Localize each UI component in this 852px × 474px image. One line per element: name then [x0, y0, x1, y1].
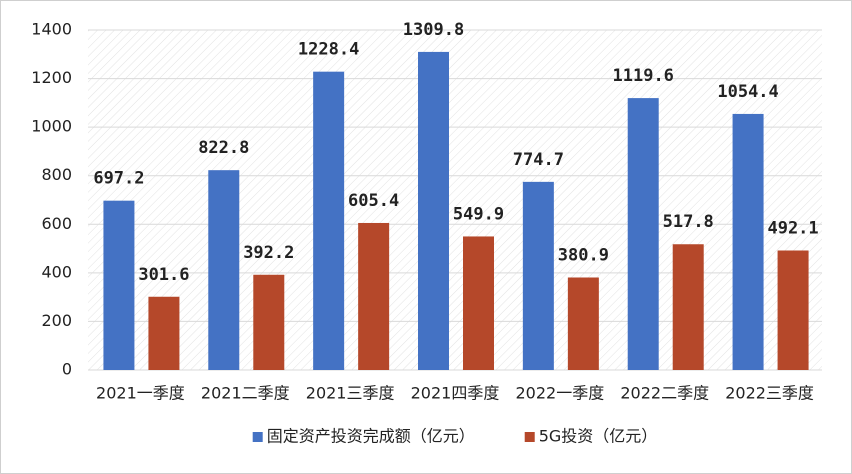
legend-swatch [524, 432, 535, 442]
legend-label: 固定资产投资完成额（亿元） [267, 427, 475, 446]
value-label: 1119.6 [613, 66, 674, 86]
bar [777, 250, 809, 370]
legend-label: 5G投资（亿元） [539, 427, 658, 446]
plot-area [88, 30, 822, 370]
x-tick-label: 2022二季度 [620, 384, 709, 403]
value-label: 822.8 [198, 138, 249, 158]
value-label: 697.2 [93, 169, 144, 189]
y-tick-label: 200 [41, 311, 72, 330]
y-tick-label: 400 [41, 262, 72, 281]
x-tick-label: 2021一季度 [96, 384, 185, 403]
y-tick-label: 800 [41, 165, 72, 184]
bar [148, 296, 180, 370]
bar [567, 277, 599, 370]
bar [418, 51, 449, 371]
x-tick-label: 2021二季度 [201, 384, 290, 403]
value-label: 774.7 [513, 150, 564, 170]
x-tick-label: 2022三季度 [725, 384, 814, 403]
y-tick-label: 1200 [31, 68, 72, 87]
bar [522, 181, 554, 370]
bar [313, 71, 345, 370]
value-label: 1228.4 [298, 40, 359, 60]
x-tick-label: 2021三季度 [306, 384, 395, 403]
bar [253, 274, 285, 370]
x-tick-label: 2022一季度 [515, 384, 604, 403]
value-label: 301.6 [138, 265, 189, 285]
y-tick-label: 1400 [31, 20, 72, 39]
bar [627, 98, 659, 371]
bar [208, 170, 240, 370]
value-label: 517.8 [663, 212, 714, 232]
value-label: 380.9 [558, 245, 609, 265]
value-label: 549.9 [453, 204, 504, 224]
bar [358, 222, 390, 370]
y-tick-label: 1000 [31, 117, 72, 136]
value-label: 1054.4 [717, 82, 778, 102]
bar [103, 200, 135, 370]
y-tick-label: 0 [62, 360, 72, 379]
value-label: 605.4 [348, 191, 399, 211]
legend-swatch [252, 432, 263, 442]
x-tick-label: 2021四季度 [411, 384, 500, 403]
value-label: 392.2 [243, 243, 294, 263]
value-label: 492.1 [767, 218, 818, 238]
value-label: 1309.8 [403, 20, 464, 40]
y-tick-label: 600 [41, 214, 72, 233]
bar [672, 244, 704, 370]
bar [463, 236, 494, 370]
bar [732, 113, 764, 370]
